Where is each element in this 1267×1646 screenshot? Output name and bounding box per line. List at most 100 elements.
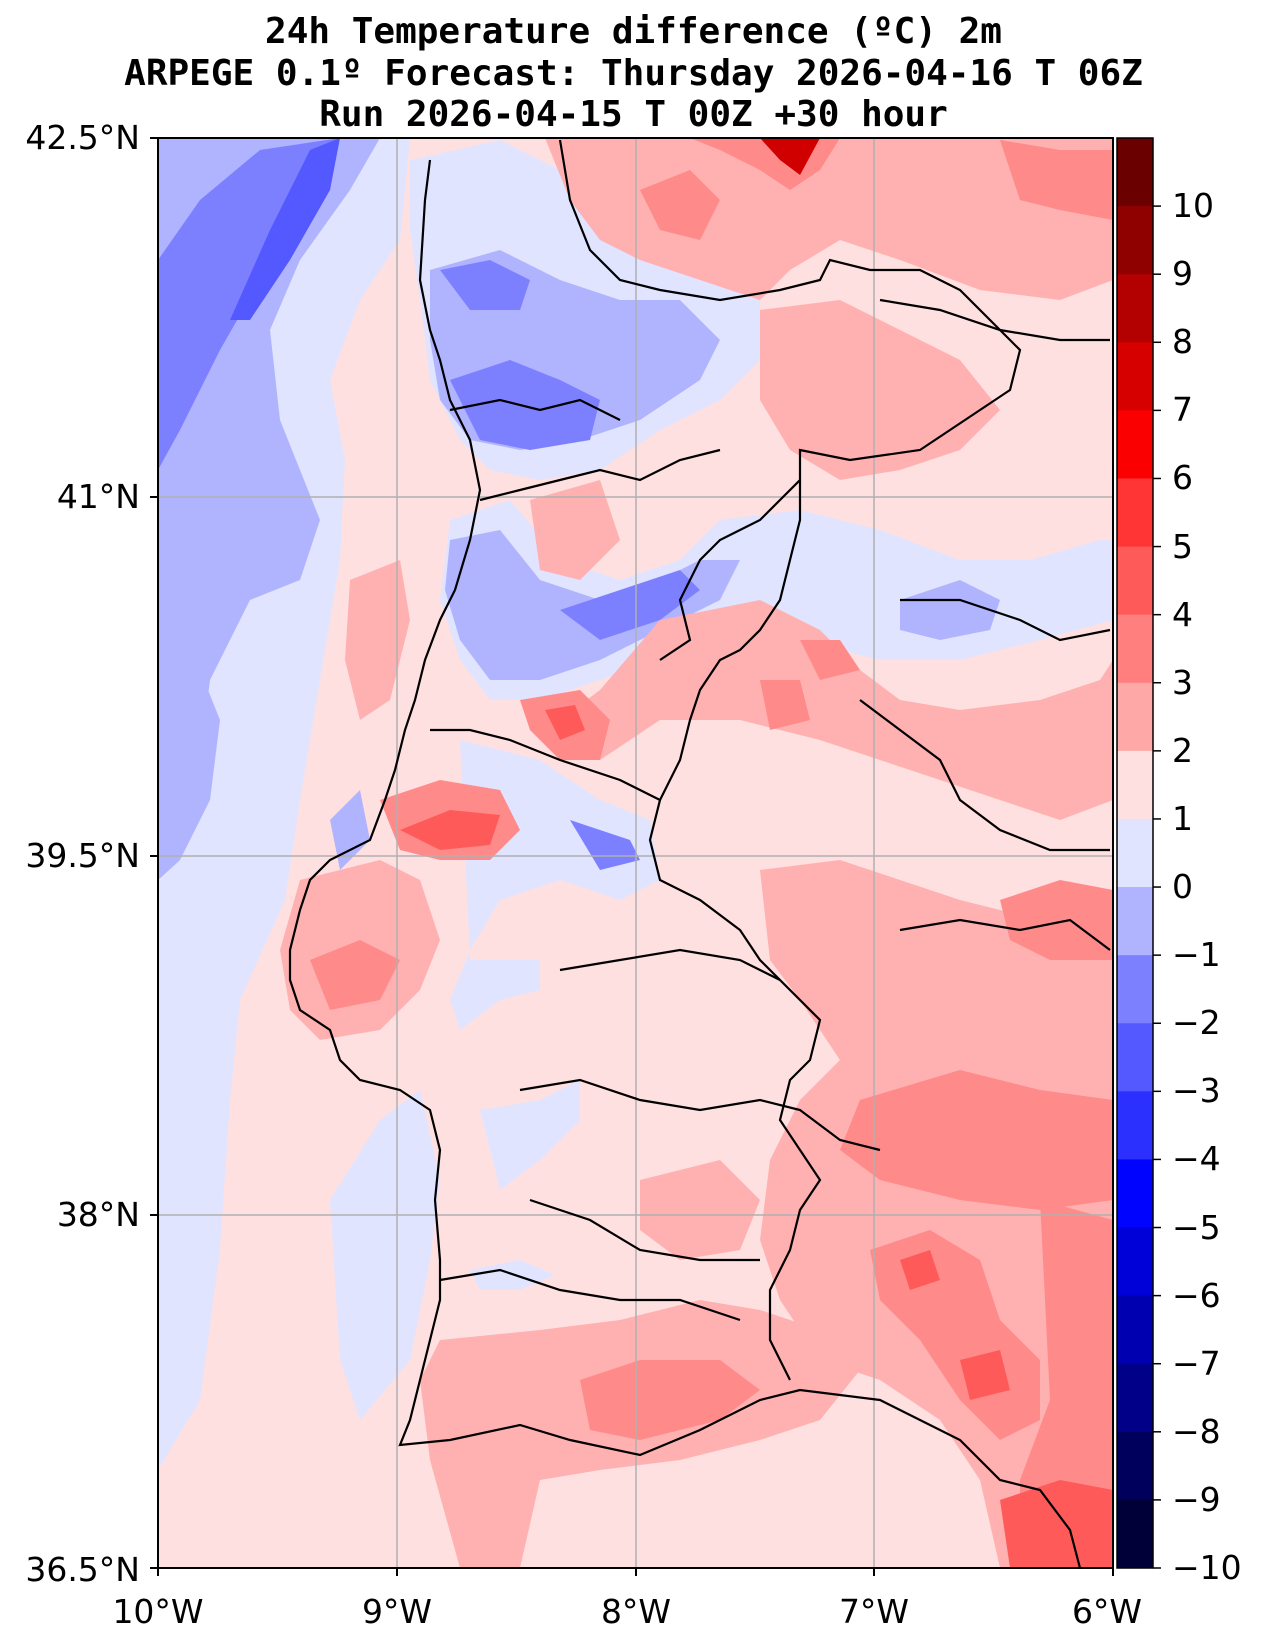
border-regions-6: [529, 1198, 760, 1262]
border-regions-11: [859, 699, 1110, 852]
colorbar-tick-label: 0: [1172, 867, 1193, 907]
lon-label-8w: 8°W: [600, 1592, 672, 1631]
chart-title-line3: Run 2026-04-15 T 00Z +30 hour: [319, 94, 948, 135]
colorbar-tick-label: −7: [1172, 1343, 1221, 1383]
colorbar-tick-label: 10: [1172, 186, 1214, 226]
field-south-warm: [640, 1160, 760, 1260]
colorbar-tick-label: 9: [1172, 254, 1193, 294]
axis-ticks: [150, 137, 1114, 1576]
colorbar-segment: [1117, 750, 1153, 820]
colorbar-segment: [1117, 1227, 1153, 1297]
border-regions-10: [879, 298, 1110, 342]
colorbar-segment: [1117, 206, 1153, 275]
colorbar-tick-label: −9: [1172, 1479, 1221, 1519]
colorbar-tick-label: −10: [1172, 1548, 1242, 1587]
colorbar-segment: [1117, 614, 1153, 684]
colorbar-segment: [1117, 546, 1153, 616]
field-coast-cool: [330, 1090, 440, 1420]
colorbar-tick-label: −2: [1172, 1003, 1221, 1043]
field-se-warm2: [840, 1070, 1113, 1210]
field-se-warm4: [900, 1250, 940, 1290]
field-north-cool2b: [440, 260, 530, 310]
colorbar-segment: [1117, 342, 1153, 411]
coastline-borders: [288, 139, 1111, 1569]
field-ne-warm2b: [640, 170, 720, 240]
field-centre-warm6: [800, 640, 860, 680]
colorbar-tick-label: 5: [1172, 526, 1193, 566]
field-tagus-warm2: [400, 810, 500, 850]
field-mid-cool1b: [900, 580, 1000, 640]
colorbar-tick-label: 1: [1172, 798, 1193, 838]
lat-label-38: 38°N: [56, 1195, 140, 1234]
field-ocean-cool3: [230, 138, 340, 320]
lon-label-9w: 9°W: [361, 1592, 433, 1631]
colorbar-segment: [1117, 887, 1153, 956]
field-se-warm5: [1020, 1200, 1113, 1568]
lon-label-7w: 7°W: [838, 1592, 910, 1631]
field-north-cool2: [450, 360, 600, 450]
border-regions-2: [449, 398, 621, 421]
colorbar-segment: [1117, 1499, 1153, 1569]
coastline: [288, 159, 1082, 1569]
colorbar-segment: [1117, 410, 1153, 479]
lat-label-39.5: 39.5°N: [25, 836, 140, 875]
border-regions-3: [430, 728, 661, 801]
colorbar-tick-label: −1: [1172, 935, 1221, 975]
chart-title-line2: ARPEGE 0.1º Forecast: Thursday 2026-04-1…: [124, 53, 1143, 94]
lon-label-10w: 10°W: [112, 1592, 204, 1631]
field-central-cool2: [570, 820, 640, 870]
colorbar-segment: [1117, 138, 1153, 207]
colorbar: [1116, 137, 1161, 1569]
field-algarve-warm2: [580, 1360, 760, 1440]
colorbar-tick-label: 7: [1172, 390, 1193, 430]
border-regions-4: [559, 948, 781, 981]
colorbar-tick-label: 3: [1172, 662, 1193, 702]
colorbar-tick-label: −5: [1172, 1207, 1221, 1247]
border-regions-7: [439, 1268, 741, 1322]
field-ocean-cool1c: [330, 790, 370, 870]
field-ocean-cool1b: [158, 670, 220, 880]
lat-label-36.5: 36.5°N: [25, 1550, 140, 1589]
gridlines: [158, 138, 1113, 1568]
colorbar-tick-label: −3: [1172, 1071, 1221, 1111]
field-ne-warm2c: [1000, 140, 1113, 220]
colorbar-segment: [1117, 1091, 1153, 1160]
field-coast-warm: [345, 560, 410, 720]
colorbar-segment: [1117, 1023, 1153, 1092]
field-south-cool: [480, 1080, 580, 1190]
colorbar-segment: [1117, 1363, 1153, 1433]
field-se-warm4b: [960, 1350, 1010, 1400]
field-e-warm2: [1000, 880, 1113, 960]
colorbar-segment: [1117, 955, 1153, 1024]
border-north: [558, 139, 1022, 661]
colorbar-segment: [1117, 274, 1153, 343]
colorbar-segment: [1117, 1159, 1153, 1229]
colorbar-tick-label: −6: [1172, 1275, 1221, 1315]
lon-label-6w: 6°W: [1071, 1592, 1143, 1631]
border-regions-9: [900, 598, 1111, 642]
field-e-warm: [760, 300, 1000, 480]
colorbar-tick-label: 8: [1172, 322, 1193, 362]
colorbar-tick-label: 2: [1172, 730, 1193, 770]
border-spain-pt: [648, 480, 822, 1381]
colorbar-segment: [1117, 818, 1153, 888]
border-regions-1: [479, 448, 721, 502]
field-centre-warm5: [760, 680, 810, 730]
colorbar-tick-label: 4: [1172, 594, 1193, 634]
field-centre-warm2: [560, 600, 1113, 820]
colorbar-segment: [1117, 1295, 1153, 1365]
colorbar-tick-label: −8: [1172, 1411, 1221, 1451]
field-ne-hot: [760, 138, 820, 175]
field-lisbon-warm2: [310, 940, 400, 1010]
field-centre-warm: [530, 480, 620, 580]
colorbar-segment: [1117, 682, 1153, 752]
colorbar-frame: [1116, 137, 1154, 1569]
colorbar-tick-label: 6: [1172, 458, 1193, 498]
field-mid-cool2: [560, 570, 700, 640]
field-centre-warm4: [545, 705, 585, 740]
lat-label-41: 41°N: [56, 477, 140, 516]
border-regions-5: [519, 1078, 881, 1152]
colorbar-tick-label: −4: [1172, 1139, 1221, 1179]
chart-title-line1: 24h Temperature difference (ºC) 2m: [265, 11, 1002, 52]
